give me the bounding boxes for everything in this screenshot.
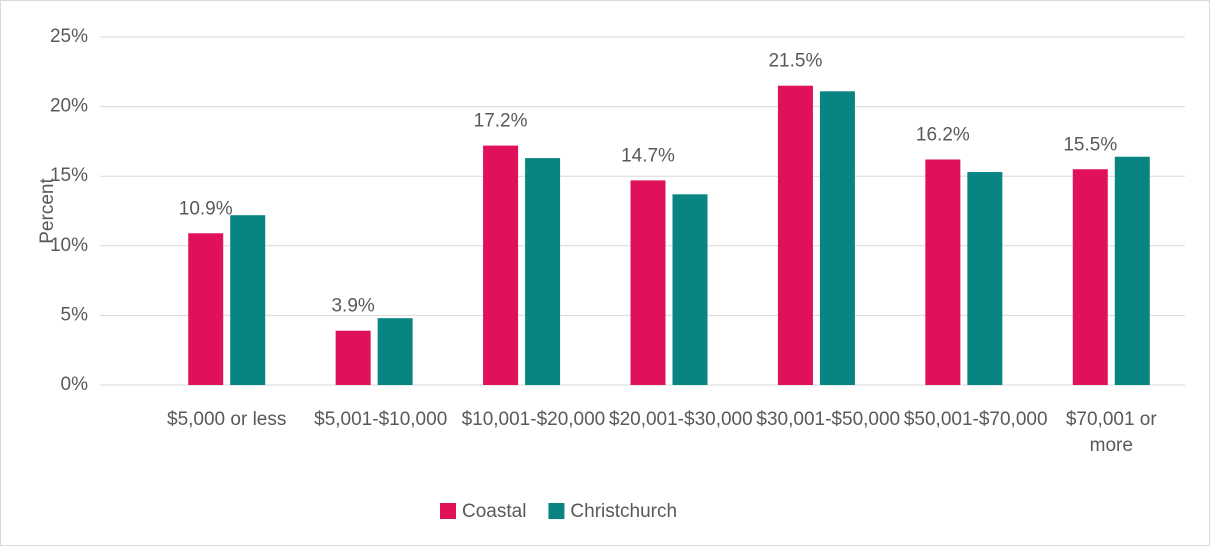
bar [672,194,708,385]
data-label: 16.2% [916,125,970,146]
bar [525,158,561,385]
x-tick-label: $30,001-$50,000 [756,409,901,430]
y-tick-label: 0% [61,374,89,395]
legend-swatch [440,503,456,519]
y-tick-label: 25% [50,26,88,47]
bar [335,330,371,385]
x-tick-label: $5,001-$10,000 [314,409,448,430]
data-label: 15.5% [1063,134,1117,155]
bar [925,159,961,385]
x-tick-label: $5,000 or less [167,409,287,430]
bar [1114,156,1150,385]
legend-label: Coastal [462,501,526,522]
legend-swatch [548,503,565,519]
bar [1072,169,1108,385]
data-label: 17.2% [474,111,528,132]
bar [967,172,1003,385]
bar [377,318,413,385]
x-tick-label: $10,001-$20,000 [461,409,606,430]
y-tick-label: 20% [50,96,88,117]
y-tick-label: 10% [50,235,88,256]
data-label: 14.7% [621,145,675,166]
bar [630,180,666,385]
data-label: 21.5% [768,51,822,72]
x-tick-label: $20,001-$30,000 [609,409,753,430]
bar [483,145,519,385]
y-tick-label: 15% [50,165,88,186]
data-label: 10.9% [179,198,233,219]
y-axis-label: Percent [37,178,58,244]
y-tick-label: 5% [61,304,89,325]
data-label: 3.9% [331,296,374,317]
legend-label: Christchurch [570,501,677,522]
x-tick-label: $50,001-$70,000 [903,409,1048,430]
x-tick-label: $70,001 or more [1065,409,1157,456]
bar [230,215,266,385]
bar [188,233,224,385]
bar [777,85,813,385]
bar [819,91,855,386]
